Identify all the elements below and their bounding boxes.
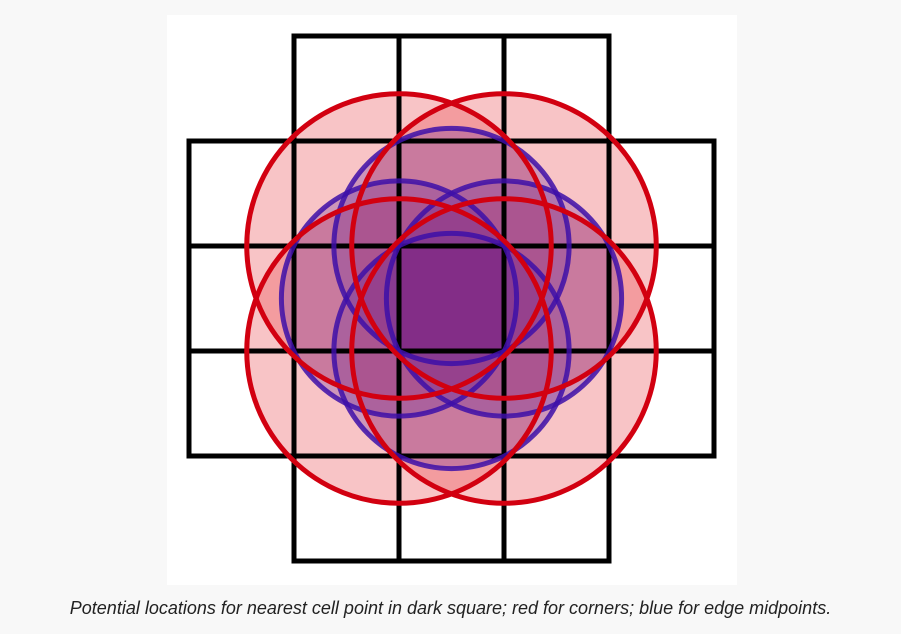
grid-cell-18 xyxy=(606,348,717,459)
corner-circle-outline-3 xyxy=(244,196,554,506)
grid-cell-21 xyxy=(501,453,612,564)
midpoint-circle-outline-1 xyxy=(331,125,572,367)
figure-caption: Potential locations for nearest cell poi… xyxy=(69,598,832,618)
midpoint-circle-outline-4 xyxy=(278,178,520,419)
midpoint-circle-outline-3 xyxy=(331,230,572,472)
corner-circle-outline-4 xyxy=(349,196,659,506)
corner-circle-outline-1 xyxy=(244,91,554,401)
corner-circle-outline-2 xyxy=(349,91,659,401)
midpoint-circle-outline-2 xyxy=(383,178,625,419)
dark-square xyxy=(399,246,504,351)
